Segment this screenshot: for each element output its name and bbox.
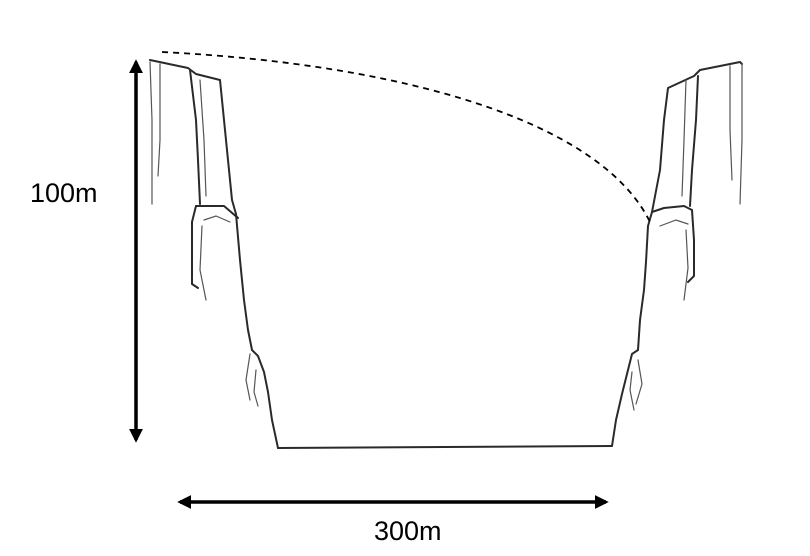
left-cliff bbox=[149, 59, 279, 449]
canyon-floor bbox=[277, 445, 613, 449]
width-label: 300m bbox=[374, 516, 442, 546]
trajectory-curve bbox=[161, 51, 651, 223]
height-label: 100m bbox=[30, 178, 98, 208]
right-cliff bbox=[611, 61, 743, 447]
